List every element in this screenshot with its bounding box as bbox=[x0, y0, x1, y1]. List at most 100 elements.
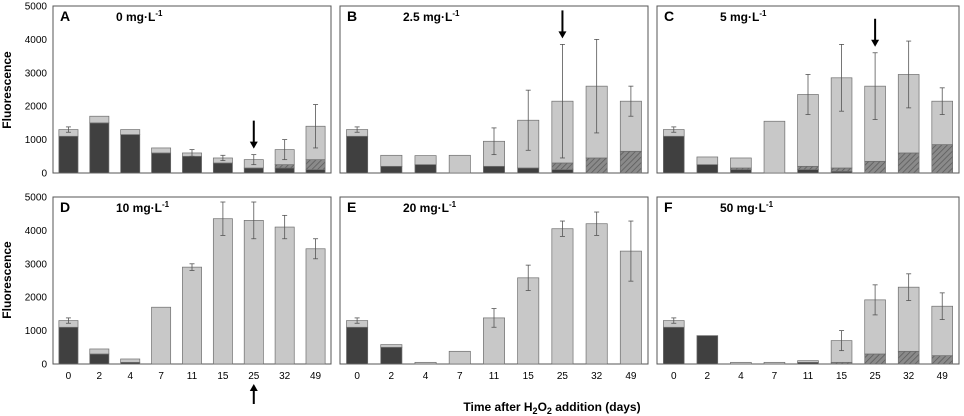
bar-dark bbox=[551, 169, 574, 174]
panel-letter: A bbox=[60, 8, 70, 24]
panel-title: 5 mg·L-1 bbox=[720, 9, 767, 24]
bar-dark bbox=[89, 122, 110, 174]
bar-light bbox=[380, 344, 403, 348]
bar-hatched bbox=[797, 165, 819, 171]
x-tick-label: 15 bbox=[836, 371, 848, 382]
bar-dark bbox=[243, 167, 264, 174]
y-axis-label-bottom: Fluorescence bbox=[0, 241, 14, 319]
bar-light bbox=[182, 266, 202, 365]
x-tick-label: 0 bbox=[354, 371, 360, 382]
x-tick-label: 25 bbox=[557, 371, 569, 382]
x-tick-label: 32 bbox=[591, 371, 603, 382]
x-tick-label: 4 bbox=[738, 371, 744, 382]
bar-hatched bbox=[274, 164, 295, 169]
bar-hatched bbox=[864, 353, 886, 365]
x-tick-label: 32 bbox=[903, 371, 915, 382]
bar-dark bbox=[730, 169, 752, 174]
bar-light bbox=[89, 348, 110, 355]
bar-light bbox=[274, 226, 295, 365]
panel-letter: E bbox=[347, 199, 356, 215]
bar-light bbox=[696, 156, 719, 166]
x-tick-label: 15 bbox=[217, 371, 229, 382]
x-tick-label: 4 bbox=[423, 371, 429, 382]
bar-dark bbox=[120, 134, 141, 174]
bar-dark bbox=[483, 165, 505, 174]
y-tick-label: 2000 bbox=[25, 293, 48, 304]
bar-dark bbox=[212, 162, 233, 174]
panel-title: 0 mg·L-1 bbox=[116, 9, 163, 24]
bar-light bbox=[414, 155, 437, 166]
bar-light bbox=[89, 115, 110, 124]
panel-letter: B bbox=[347, 8, 357, 24]
bar-hatched bbox=[830, 167, 853, 172]
bar-light bbox=[797, 360, 819, 363]
panel-title: 2.5 mg·L-1 bbox=[403, 9, 460, 24]
bar-dark bbox=[89, 353, 110, 365]
y-axis-label-top: Fluorescence bbox=[0, 51, 14, 129]
x-tick-label: 0 bbox=[66, 371, 72, 382]
bar-dark bbox=[380, 346, 403, 365]
bar-light bbox=[414, 361, 437, 365]
x-tick-label: 7 bbox=[457, 371, 463, 382]
bar-dark bbox=[151, 152, 172, 174]
x-tick-label: 11 bbox=[187, 371, 198, 382]
x-tick-label: 7 bbox=[158, 371, 164, 382]
arrow-down-head bbox=[871, 39, 880, 47]
bar-light bbox=[763, 361, 786, 365]
bar-hatched bbox=[551, 162, 574, 171]
y-tick-label: 4000 bbox=[25, 226, 48, 237]
x-tick-label: 2 bbox=[389, 371, 395, 382]
bar-light bbox=[151, 147, 172, 154]
y-tick-label: 4000 bbox=[25, 35, 48, 46]
panel-b: B 2.5 mg·L-1 bbox=[339, 5, 649, 174]
bar-hatched bbox=[931, 144, 953, 174]
x-tick-label: 11 bbox=[489, 371, 500, 382]
panel-letter: D bbox=[60, 199, 70, 215]
y-tick-label: 0 bbox=[41, 169, 47, 180]
bar-dark bbox=[696, 164, 719, 174]
bar-hatched bbox=[897, 152, 920, 174]
bar-hatched bbox=[619, 150, 642, 174]
panel-c: C 5 mg·L-1 bbox=[656, 5, 960, 174]
x-tick-label: 25 bbox=[248, 371, 260, 382]
bar-dark bbox=[663, 326, 685, 365]
y-tick-label: 3000 bbox=[25, 259, 48, 270]
bar-dark bbox=[663, 135, 685, 174]
bar-dark bbox=[414, 164, 437, 174]
bar-light bbox=[730, 361, 752, 365]
panel-d: 0 1000 2000 3000 4000 5000 0 2 4 7 11 15 25 32 49 D 10 m… bbox=[25, 193, 332, 404]
bar-light bbox=[151, 306, 172, 365]
y-tick-label: 1000 bbox=[25, 135, 48, 146]
panel-title: 50 mg·L-1 bbox=[720, 200, 774, 215]
bar-dark bbox=[696, 335, 719, 365]
y-tick-label: 2000 bbox=[25, 102, 48, 113]
bar-light bbox=[305, 248, 326, 365]
bar-light bbox=[120, 129, 141, 135]
bar-dark bbox=[274, 167, 295, 174]
panel-letter: C bbox=[664, 8, 674, 24]
arrow-down-head bbox=[249, 141, 258, 149]
bar-light bbox=[448, 154, 471, 174]
bar-light bbox=[243, 220, 264, 365]
bar-dark bbox=[517, 167, 540, 174]
x-tick-label: 2 bbox=[705, 371, 711, 382]
bar-dark bbox=[182, 155, 202, 174]
bar-hatched bbox=[305, 159, 326, 171]
y-tick-label: 5000 bbox=[25, 2, 48, 13]
bar-hatched bbox=[585, 157, 608, 174]
y-tick-label: 0 bbox=[41, 360, 47, 371]
bar-dark bbox=[797, 169, 819, 174]
y-tick-label: 1000 bbox=[25, 326, 48, 337]
x-tick-label: 4 bbox=[127, 371, 133, 382]
arrow-down-head bbox=[558, 31, 567, 39]
panel-a: 0 1000 2000 3000 4000 5000 A 0 mg·L-1 bbox=[25, 2, 332, 180]
bar-hatched bbox=[897, 350, 920, 365]
x-tick-label: 49 bbox=[625, 371, 637, 382]
bar-dark bbox=[346, 326, 369, 365]
bar-light bbox=[763, 120, 786, 174]
x-tick-label: 0 bbox=[671, 371, 677, 382]
bar-light bbox=[730, 157, 752, 169]
panel-title: 10 mg·L-1 bbox=[116, 200, 170, 215]
arrow-up-head bbox=[249, 384, 258, 391]
